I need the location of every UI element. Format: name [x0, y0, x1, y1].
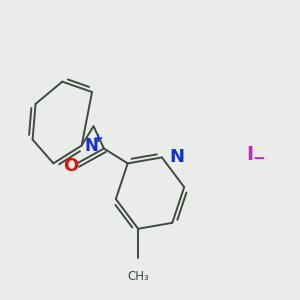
Text: CH₃: CH₃ — [127, 270, 149, 284]
Text: +: + — [93, 132, 103, 145]
Text: N: N — [169, 148, 184, 166]
Text: −: − — [252, 152, 265, 166]
Text: N: N — [85, 136, 98, 154]
Text: O: O — [64, 157, 79, 175]
Text: I: I — [246, 145, 253, 164]
